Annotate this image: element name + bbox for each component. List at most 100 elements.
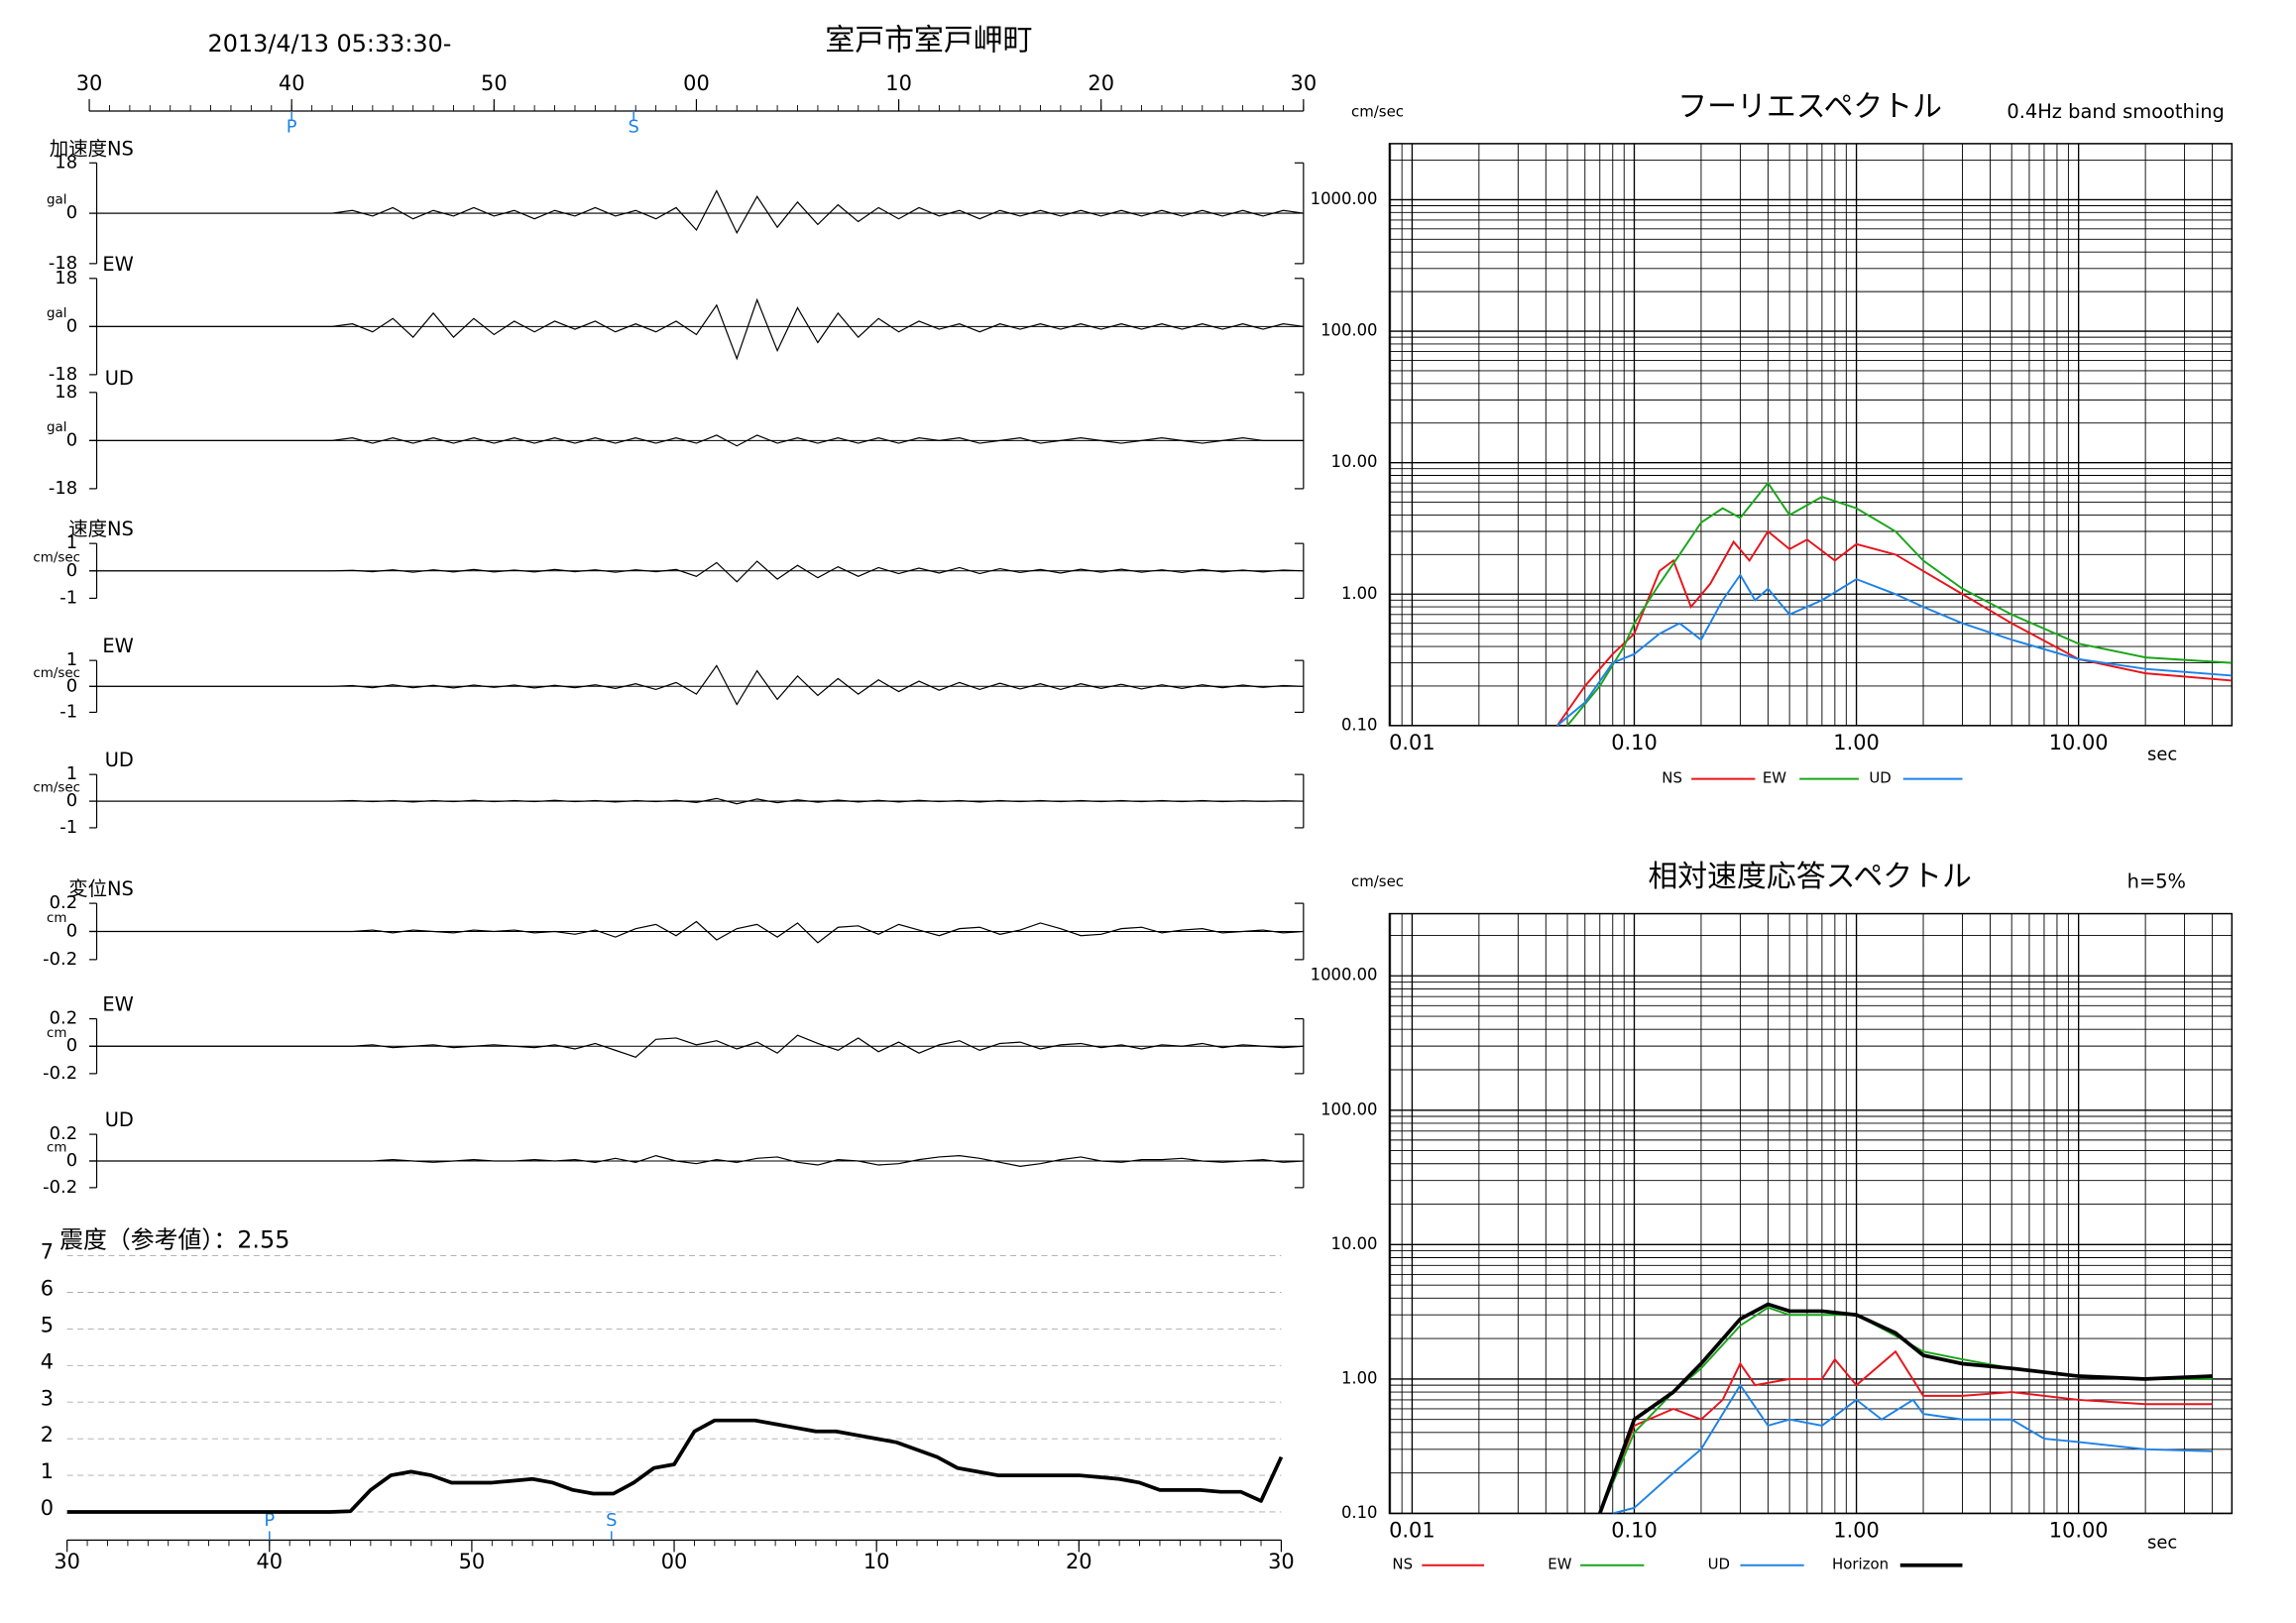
- x-tick-label: 1.00: [1833, 1518, 1880, 1542]
- y-tick-label: 18: [55, 382, 77, 403]
- panel-label: UD: [105, 1108, 134, 1131]
- y-tick-label: 6: [41, 1277, 54, 1301]
- phase-label: P: [287, 116, 297, 137]
- x-tick-label: 0.01: [1389, 1518, 1435, 1542]
- phase-label: S: [628, 116, 638, 137]
- x-tick-label: 0.10: [1611, 731, 1658, 754]
- spectrum-line: [1555, 529, 2233, 726]
- x-tick-label: 30: [54, 1550, 80, 1573]
- x-tick-label: 00: [661, 1550, 688, 1573]
- x-tick-label: 40: [279, 71, 305, 95]
- legend-label: NS: [1392, 1556, 1413, 1573]
- x-tick-label: 50: [481, 71, 508, 95]
- x-tick-label: 40: [256, 1550, 283, 1573]
- spectrum-line: [1566, 481, 2233, 726]
- unit-label: cm/sec: [33, 550, 80, 565]
- legend-label: EW: [1548, 1556, 1571, 1573]
- waveform: [89, 560, 1304, 583]
- plot-frame: [1388, 912, 2234, 1515]
- y-tick-label: 0: [66, 675, 77, 696]
- y-tick-label: 0.10: [1341, 715, 1378, 734]
- legend-label: EW: [1763, 769, 1786, 787]
- y-tick-label: 0: [66, 429, 77, 450]
- phase-label: P: [264, 1510, 275, 1531]
- x-tick-label: 30: [1291, 71, 1318, 95]
- chart-subtitle: h=5%: [2127, 870, 2186, 893]
- legend-label: NS: [1662, 769, 1682, 787]
- unit-label: cm: [47, 1141, 66, 1156]
- y-tick-label: 0.2: [50, 1123, 77, 1144]
- x-tick-label: 0.01: [1389, 731, 1435, 754]
- x-tick-label: 0.10: [1611, 1518, 1658, 1542]
- waveform: [89, 1154, 1304, 1167]
- y-tick-label: 1.00: [1341, 584, 1378, 603]
- x-tick-label: 10.00: [2049, 1518, 2109, 1542]
- y-tick-label: 3: [41, 1386, 54, 1410]
- y-tick-label: 0: [66, 202, 77, 223]
- chart-subtitle: 0.4Hz band smoothing: [2007, 100, 2225, 123]
- x-tick-label: 10: [885, 71, 912, 95]
- spectrum-line: [1598, 1302, 2213, 1514]
- chart-title: フーリエスペクトル: [1677, 90, 1942, 125]
- y-tick-label: 5: [41, 1313, 54, 1336]
- x-tick-label: 10: [863, 1550, 890, 1573]
- x-tick-label: 30: [76, 71, 103, 95]
- waveform: [89, 797, 1304, 805]
- waveform: [89, 297, 1304, 361]
- y-tick-label: 0.2: [50, 892, 77, 913]
- waveform: [89, 434, 1304, 447]
- y-tick-label: -1: [59, 817, 77, 838]
- y-tick-label: 0: [66, 920, 77, 941]
- unit-label: gal: [47, 193, 66, 208]
- y-tick-label: 0: [41, 1496, 54, 1520]
- spectrum-line: [1598, 1349, 2213, 1514]
- unit-label: cm/sec: [33, 781, 80, 796]
- y-tick-label: -1: [59, 587, 77, 608]
- unit-label: cm/sec: [33, 666, 80, 681]
- panel-label: 速度NS: [68, 518, 134, 540]
- y-tick-label: 0: [66, 1035, 77, 1056]
- y-tick-label: 0: [66, 790, 77, 811]
- y-tick-label: -0.2: [43, 1063, 77, 1084]
- y-tick-label: 1: [66, 532, 77, 553]
- y-tick-label: -18: [49, 253, 77, 274]
- unit-label: cm: [47, 911, 66, 926]
- x-axis-label: sec: [2147, 1532, 2177, 1553]
- panel-label: 変位NS: [68, 877, 134, 900]
- unit-label: gal: [47, 420, 66, 435]
- spectrum-line: [1612, 1383, 2213, 1514]
- station: 室戸市室戸岬町: [825, 23, 1032, 58]
- spectrum-line: [1556, 573, 2233, 726]
- y-tick-label: 0: [66, 1150, 77, 1171]
- legend-label: Horizon: [1832, 1556, 1889, 1573]
- y-tick-label: 1: [66, 763, 77, 784]
- x-tick-label: 10.00: [2049, 731, 2109, 754]
- y-tick-label: 10.00: [1331, 1234, 1378, 1253]
- datetime: 2013/4/13 05:33:30-: [208, 30, 452, 58]
- y-tick-label: 1.00: [1341, 1368, 1378, 1387]
- panel-label: UD: [105, 367, 134, 390]
- panel-label: 加速度NS: [50, 137, 134, 160]
- x-tick-label: 50: [459, 1550, 486, 1573]
- x-tick-label: 20: [1066, 1550, 1092, 1573]
- plot-frame: [1388, 143, 2234, 727]
- legend-label: UD: [1708, 1556, 1730, 1573]
- waveform: [89, 920, 1304, 944]
- y-axis-label: cm/sec: [1351, 103, 1404, 121]
- y-tick-label: -18: [49, 478, 77, 499]
- y-tick-label: 0.10: [1341, 1503, 1378, 1522]
- y-tick-label: 1000.00: [1311, 189, 1378, 208]
- y-tick-label: 1000.00: [1311, 966, 1378, 985]
- y-tick-label: 0.2: [50, 1008, 77, 1029]
- y-tick-label: 1: [66, 649, 77, 670]
- y-tick-label: 4: [41, 1349, 54, 1373]
- y-tick-label: -0.2: [43, 1177, 77, 1198]
- y-tick-label: 100.00: [1320, 1100, 1377, 1118]
- y-tick-label: 10.00: [1331, 452, 1378, 471]
- y-tick-label: -18: [49, 364, 77, 385]
- y-axis-label: cm/sec: [1351, 872, 1404, 890]
- y-tick-label: 100.00: [1320, 321, 1377, 340]
- x-tick-label: 1.00: [1833, 731, 1880, 754]
